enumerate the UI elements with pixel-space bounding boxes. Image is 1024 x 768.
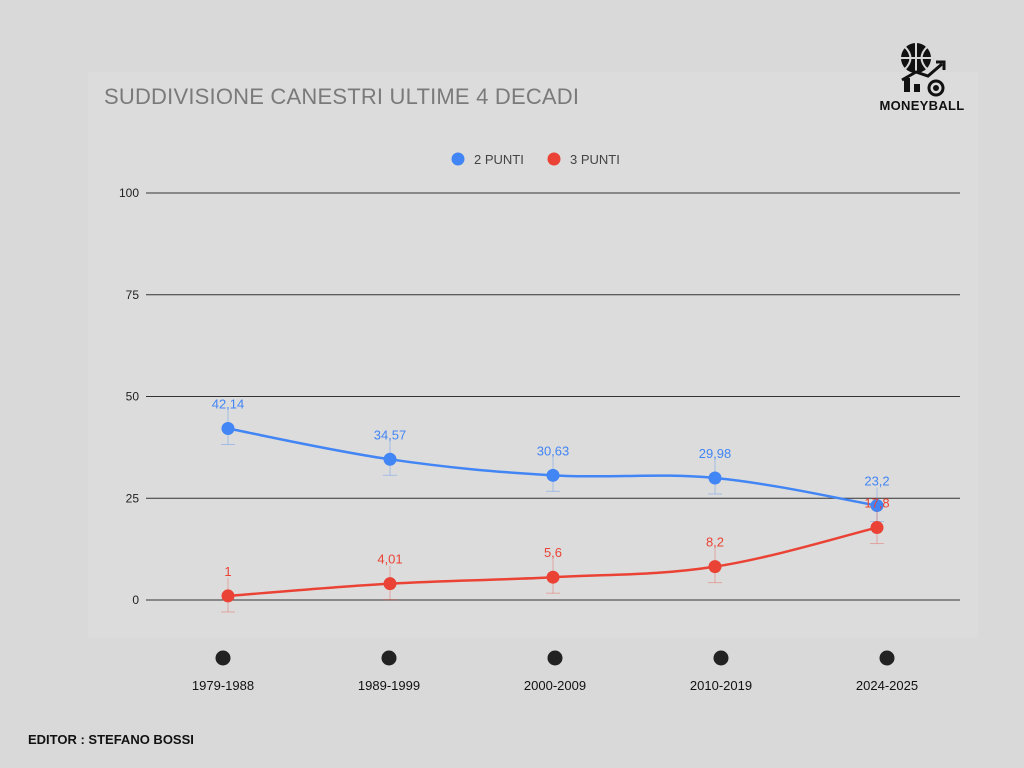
category-label: 2010-2019 (690, 678, 752, 693)
chart-panel (88, 72, 978, 638)
grid (146, 192, 960, 601)
data-point (708, 560, 722, 574)
x-axis-categories: 1979-1988 1989-1999 2000-2009 2010-2019 2024… (192, 650, 918, 693)
category-label: 2000-2009 (524, 678, 586, 693)
category-dot (381, 650, 397, 666)
legend-marker-0 (451, 152, 465, 166)
basketball-chart-icon (901, 43, 946, 97)
series-points (221, 410, 884, 613)
data-point (383, 452, 397, 466)
data-point (870, 521, 884, 535)
data-label: 1 (224, 564, 231, 579)
y-tick-label-25: 25 (126, 491, 140, 505)
data-label: 17,8 (864, 496, 889, 511)
chart-title: SUDDIVISIONE CANESTRI ULTIME 4 DECADI (104, 84, 580, 109)
logo-text: MONEYBALL (879, 98, 965, 113)
y-tick-label-50: 50 (126, 390, 140, 404)
y-axis-ticks: 0 25 50 75 100 (119, 186, 139, 607)
moneyball-logo: MONEYBALL (872, 40, 972, 116)
data-point (546, 570, 560, 584)
data-label: 8,2 (706, 535, 724, 550)
data-point (383, 577, 397, 591)
data-label: 4,01 (377, 552, 402, 567)
editor-credit: EDITOR : STEFANO BOSSI (28, 732, 194, 747)
data-label: 5,6 (544, 545, 562, 560)
data-point (870, 499, 884, 513)
category-label: 1979-1988 (192, 678, 254, 693)
legend: 2 PUNTI 3 PUNTI (451, 152, 620, 167)
data-point (708, 471, 722, 485)
legend-marker-1 (547, 152, 561, 166)
category-dot (547, 650, 563, 666)
data-point (221, 589, 235, 603)
y-tick-label-0: 0 (132, 593, 139, 607)
category-dot (879, 650, 895, 666)
category-dot (215, 650, 231, 666)
data-label: 42,14 (212, 396, 245, 411)
category-label: 1989-1999 (358, 678, 420, 693)
data-label: 30,63 (537, 443, 570, 458)
data-point (546, 468, 560, 482)
y-tick-label-75: 75 (126, 288, 140, 302)
category-dot (713, 650, 729, 666)
data-labels: 42,14 34,57 30,63 29,98 23,2 1 4,01 5,6 8,2 17,8 (212, 396, 890, 578)
y-tick-label-100: 100 (119, 186, 139, 200)
data-label: 29,98 (699, 446, 732, 461)
data-point (221, 421, 235, 435)
data-label: 23,2 (864, 474, 889, 489)
data-label: 34,57 (374, 427, 407, 442)
legend-label-0: 2 PUNTI (474, 152, 524, 167)
category-label: 2024-2025 (856, 678, 918, 693)
legend-label-1: 3 PUNTI (570, 152, 620, 167)
